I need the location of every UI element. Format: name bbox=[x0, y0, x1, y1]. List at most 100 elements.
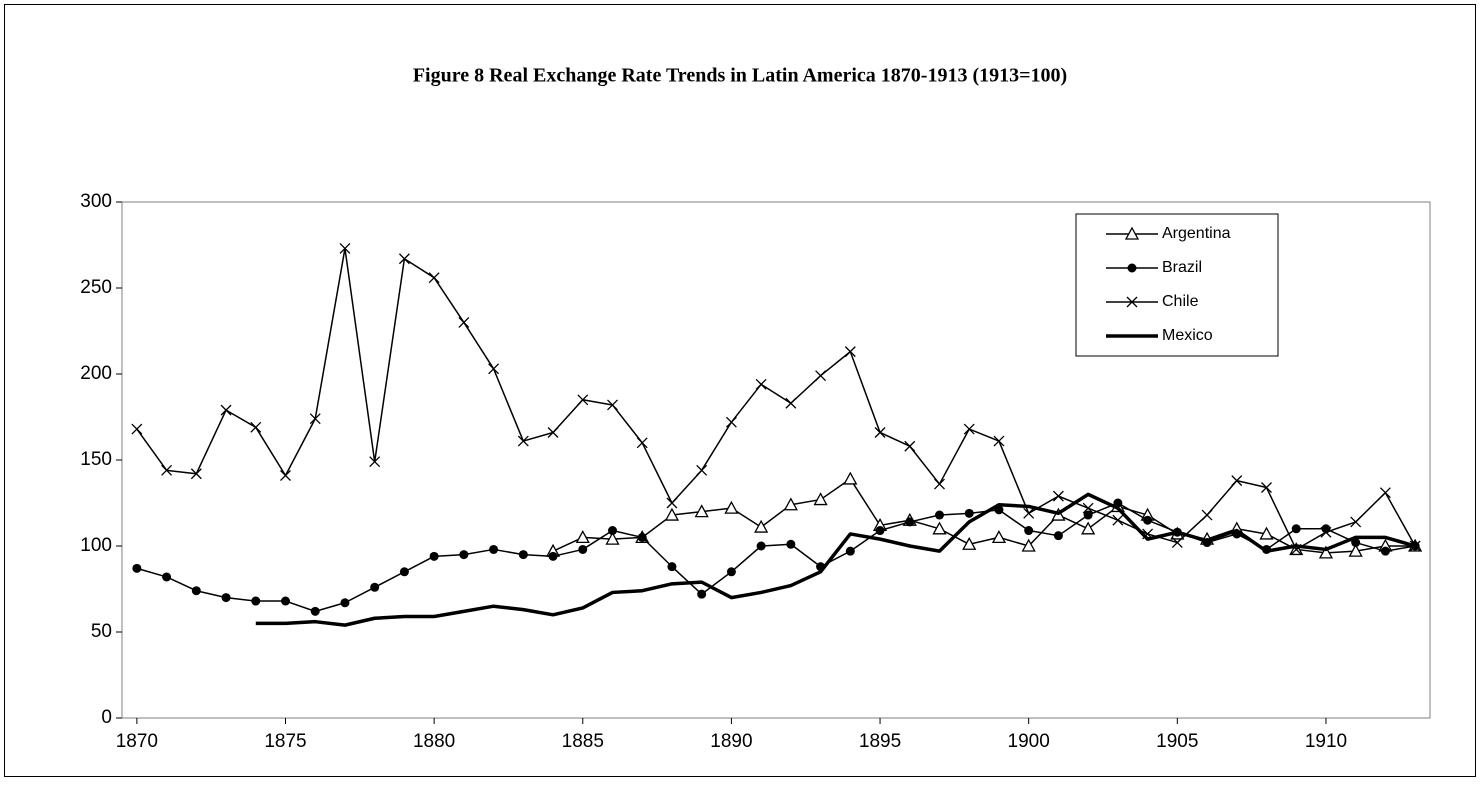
x-tick-label: 1910 bbox=[1305, 731, 1347, 752]
data-point bbox=[428, 272, 440, 284]
data-point bbox=[1291, 524, 1301, 534]
data-point bbox=[964, 508, 974, 518]
data-point bbox=[813, 492, 828, 506]
data-point bbox=[220, 404, 232, 416]
data-point bbox=[637, 532, 647, 542]
legend-label: Mexico bbox=[1162, 327, 1213, 344]
data-point bbox=[190, 468, 202, 480]
x-tick-label: 1870 bbox=[116, 731, 158, 752]
data-point bbox=[548, 551, 558, 561]
data-point bbox=[607, 399, 618, 411]
data-point bbox=[1379, 487, 1391, 499]
data-point bbox=[696, 464, 708, 476]
chart-title: Figure 8 Real Exchange Rate Trends in La… bbox=[413, 65, 1067, 87]
data-point bbox=[339, 242, 351, 254]
data-point bbox=[340, 598, 350, 608]
data-point bbox=[932, 521, 947, 535]
data-point bbox=[162, 572, 172, 582]
data-point bbox=[785, 397, 797, 409]
data-point bbox=[905, 517, 915, 527]
x-tick-label: 1900 bbox=[1008, 731, 1050, 752]
data-point bbox=[1112, 514, 1124, 526]
data-point bbox=[725, 416, 737, 428]
data-point bbox=[697, 589, 707, 599]
y-tick-label: 150 bbox=[80, 449, 112, 470]
y-tick-label: 100 bbox=[80, 535, 112, 556]
data-point bbox=[1021, 538, 1036, 552]
x-tick-label: 1885 bbox=[562, 731, 604, 752]
data-point bbox=[694, 504, 709, 518]
y-tick-label: 50 bbox=[91, 621, 112, 642]
data-point bbox=[754, 519, 769, 533]
data-point bbox=[726, 567, 736, 577]
y-tick-label: 250 bbox=[80, 277, 112, 298]
data-point bbox=[605, 531, 620, 545]
data-point bbox=[547, 427, 559, 438]
data-point bbox=[935, 510, 944, 520]
data-point bbox=[281, 596, 290, 606]
data-point bbox=[1171, 537, 1183, 549]
data-point bbox=[251, 596, 261, 606]
data-point bbox=[489, 544, 499, 554]
legend-marker bbox=[1124, 226, 1140, 240]
data-point bbox=[1081, 521, 1096, 535]
data-point bbox=[459, 550, 469, 560]
x-tick-label: 1875 bbox=[264, 731, 306, 752]
data-point bbox=[845, 546, 855, 556]
data-point bbox=[1351, 538, 1361, 548]
data-point bbox=[755, 378, 767, 390]
data-point bbox=[517, 435, 529, 447]
data-point bbox=[1348, 543, 1363, 557]
data-point bbox=[250, 421, 262, 433]
data-point bbox=[370, 582, 380, 592]
data-point bbox=[458, 316, 470, 328]
data-point bbox=[1409, 540, 1421, 552]
data-point bbox=[1259, 526, 1274, 540]
data-point bbox=[161, 464, 173, 476]
data-point bbox=[221, 593, 231, 603]
legend-label: Brazil bbox=[1162, 259, 1202, 276]
data-point bbox=[843, 471, 858, 485]
data-point bbox=[756, 541, 766, 551]
data-point bbox=[993, 435, 1005, 447]
x-tick-label: 1895 bbox=[859, 731, 901, 752]
legend-label: Chile bbox=[1162, 293, 1199, 310]
data-point bbox=[488, 363, 500, 375]
y-tick-label: 300 bbox=[80, 191, 112, 212]
legend-marker bbox=[1126, 296, 1138, 308]
data-point bbox=[132, 563, 142, 573]
data-point bbox=[1320, 526, 1332, 538]
x-tick-label: 1905 bbox=[1156, 731, 1198, 752]
data-point bbox=[398, 253, 410, 265]
data-point bbox=[667, 562, 677, 572]
legend-box bbox=[1075, 213, 1279, 357]
data-point bbox=[575, 530, 590, 544]
data-point bbox=[934, 478, 945, 490]
data-point bbox=[844, 346, 856, 358]
y-tick-label: 200 bbox=[80, 363, 112, 384]
data-point bbox=[815, 370, 827, 382]
data-point bbox=[1083, 510, 1093, 520]
data-point bbox=[1082, 502, 1094, 514]
data-point bbox=[1231, 475, 1243, 487]
data-point bbox=[577, 394, 589, 406]
data-point bbox=[429, 551, 439, 561]
data-point bbox=[608, 526, 617, 536]
data-point bbox=[518, 550, 528, 560]
data-point bbox=[578, 544, 588, 554]
data-point bbox=[191, 586, 201, 596]
data-point bbox=[783, 497, 798, 511]
legend-marker bbox=[1127, 263, 1137, 273]
data-point bbox=[636, 437, 648, 449]
data-point bbox=[962, 536, 977, 550]
legend-label: Argentina bbox=[1162, 225, 1231, 242]
data-point bbox=[1024, 526, 1034, 536]
data-point bbox=[874, 427, 886, 438]
data-point bbox=[1023, 507, 1035, 519]
data-point bbox=[369, 456, 381, 468]
x-tick-label: 1890 bbox=[710, 731, 752, 752]
data-point bbox=[399, 567, 409, 577]
data-point bbox=[991, 530, 1007, 544]
data-point bbox=[875, 526, 885, 536]
